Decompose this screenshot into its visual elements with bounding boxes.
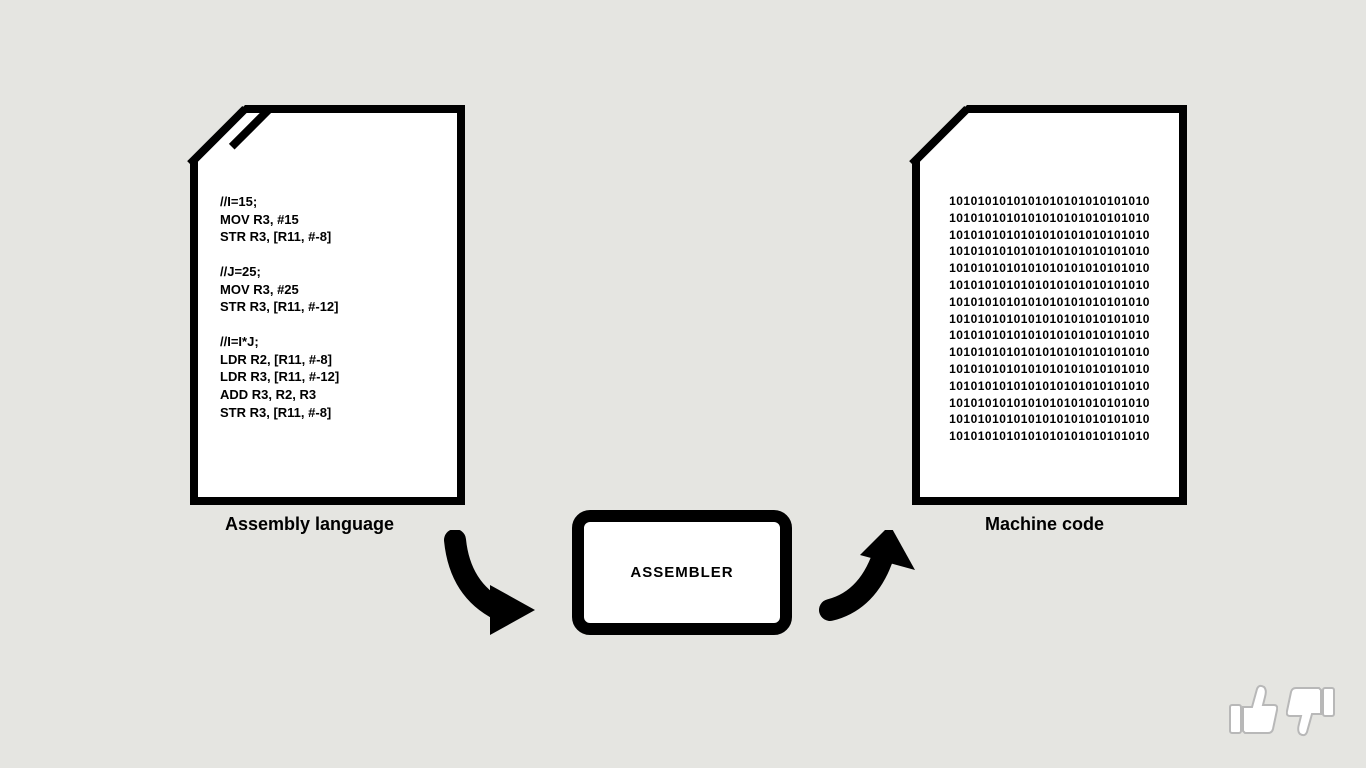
machinecode-label: Machine code xyxy=(985,514,1104,535)
binary-code: 1010101010101010101010101010101010101010… xyxy=(942,193,1157,445)
thumbs-down-icon[interactable] xyxy=(1286,683,1336,738)
arrow-left-icon xyxy=(435,530,555,645)
assembler-label: ASSEMBLER xyxy=(630,564,733,581)
arrow-right-icon xyxy=(810,530,930,645)
assembler-box: ASSEMBLER xyxy=(572,510,792,635)
machinecode-document: 1010101010101010101010101010101010101010… xyxy=(912,105,1187,505)
assembly-code: //I=15; MOV R3, #15 STR R3, [R11, #-8] /… xyxy=(220,193,339,421)
feedback-icons xyxy=(1228,683,1336,738)
assembly-document: //I=15; MOV R3, #15 STR R3, [R11, #-8] /… xyxy=(190,105,465,505)
assembly-label: Assembly language xyxy=(225,514,394,535)
thumbs-up-icon[interactable] xyxy=(1228,683,1278,738)
